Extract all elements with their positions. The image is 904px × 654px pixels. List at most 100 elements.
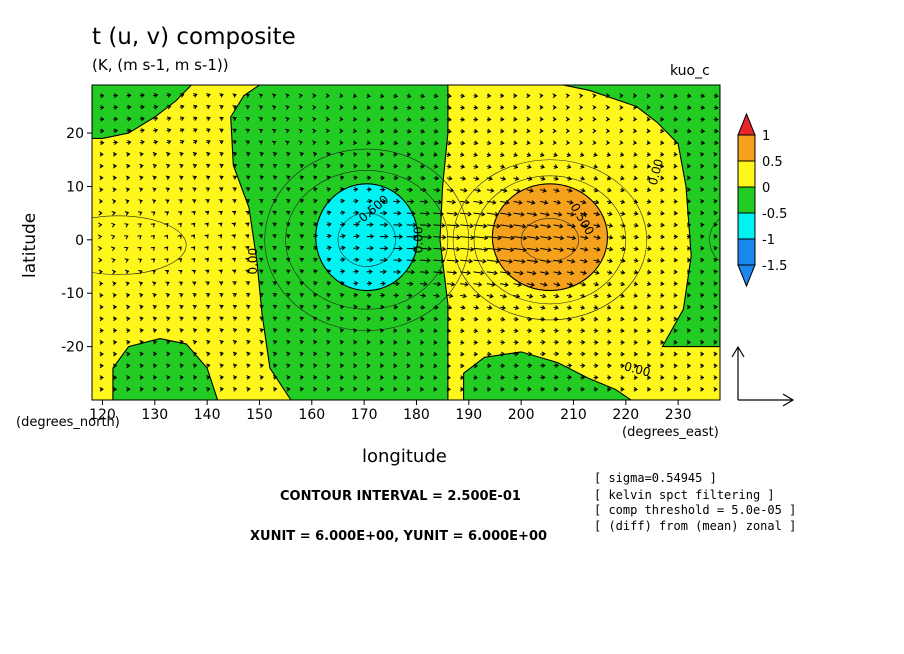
wind-vector-arrow <box>179 104 185 110</box>
shade-green-right <box>562 85 720 348</box>
wind-vector-arrow <box>420 163 425 169</box>
wind-vector-arrow <box>686 151 692 157</box>
wind-vector-arrow <box>286 386 291 392</box>
wind-vector-arrow <box>580 270 588 276</box>
wind-vector-arrow <box>339 351 345 357</box>
wind-vector-arrow <box>99 339 104 345</box>
wind-vector-arrow <box>219 316 224 321</box>
wind-vector-arrow <box>366 187 372 192</box>
wind-vector-arrow <box>285 234 291 239</box>
wind-vector-arrow <box>660 93 665 99</box>
colorbar-label: -1.5 <box>762 259 787 274</box>
wind-vector-arrow <box>139 175 144 181</box>
wind-vector-arrow <box>446 293 454 299</box>
wind-vector-arrow <box>366 339 371 345</box>
wind-vector-arrow <box>460 258 474 264</box>
wind-vector-arrow <box>259 304 264 310</box>
wind-vector-arrow <box>700 363 705 369</box>
wind-vector-arrow <box>99 351 104 357</box>
wind-vector-arrow <box>232 339 238 345</box>
wind-vector-arrow <box>164 234 169 239</box>
wind-vector-arrow <box>353 339 358 345</box>
wind-vector-arrow <box>179 363 184 369</box>
wind-vector-arrow <box>285 128 290 134</box>
wind-vector-arrow <box>633 269 639 275</box>
wind-vector-arrow <box>326 386 331 392</box>
wind-vector-arrow <box>99 386 104 392</box>
wind-vector-arrow <box>125 304 131 310</box>
y-tick-label: -10 <box>61 286 84 302</box>
wind-vector-arrow <box>139 328 144 333</box>
wind-vector-arrow <box>433 340 438 345</box>
wind-vector-arrow <box>219 351 224 357</box>
wind-vector-arrow <box>646 281 652 287</box>
x-tick-label: 200 <box>508 407 535 423</box>
wind-vector-arrow <box>380 187 386 193</box>
wind-vector-arrow <box>660 105 665 110</box>
wind-vector-arrow <box>380 316 385 322</box>
wind-vector-arrow <box>285 246 291 251</box>
wind-vector-arrow <box>526 386 532 392</box>
wind-vector-arrow <box>660 163 665 169</box>
wind-vector-arrow <box>486 328 492 334</box>
wind-vector-arrow <box>312 105 317 110</box>
wind-vector-arrow <box>150 223 156 228</box>
wind-vector-arrow <box>313 222 318 227</box>
wind-vector-arrow <box>646 234 652 240</box>
wind-vector-arrow <box>673 339 678 345</box>
wind-vector-arrow <box>152 175 157 181</box>
wind-vector-arrow <box>205 281 210 286</box>
wind-vector-arrow <box>713 316 718 322</box>
wind-vector-arrow <box>99 163 104 169</box>
wind-vector-arrow <box>700 386 705 392</box>
chart-subtitle: (K, (m s-1, m s-1)) <box>92 56 229 74</box>
wind-vector-arrow <box>99 281 104 287</box>
wind-vector-arrow <box>393 175 399 181</box>
wind-vector-arrow <box>660 339 665 345</box>
wind-vector-arrow <box>126 339 131 345</box>
wind-vector-arrow <box>713 187 718 192</box>
wind-vector-arrow <box>579 116 584 122</box>
wind-vector-arrow <box>406 246 418 252</box>
wind-vector-arrow <box>660 234 665 240</box>
contour-line-warm <box>452 159 648 321</box>
wind-vector-arrow <box>513 104 518 110</box>
wind-vector-arrow <box>713 386 718 392</box>
wind-vector-arrow <box>513 164 519 169</box>
wind-vector-arrow <box>578 105 584 110</box>
wind-vector-arrow <box>353 269 359 274</box>
wind-vector-arrow <box>178 270 183 274</box>
wind-vector-arrow <box>592 116 597 122</box>
wind-vector-arrow <box>673 375 678 381</box>
note-filtering: [ kelvin spct filtering ] <box>594 488 775 502</box>
wind-vector-arrow <box>231 234 236 239</box>
wind-vector-arrow <box>633 187 639 193</box>
wind-vector-arrow <box>513 152 518 157</box>
wind-vector-arrow <box>419 375 425 381</box>
wind-vector-arrow <box>446 281 456 287</box>
wind-vector-arrow <box>486 305 493 310</box>
wind-vector-arrow <box>380 281 386 287</box>
wind-vector-arrow <box>646 304 652 310</box>
wind-vector-arrow <box>633 281 639 287</box>
wind-vector-arrow <box>232 328 238 333</box>
wind-vector-arrow <box>299 198 305 204</box>
wind-vector-arrow <box>124 269 130 275</box>
wind-vector-arrow <box>700 316 705 322</box>
wind-vector-arrow <box>179 339 184 345</box>
wind-vector-arrow <box>340 257 346 263</box>
wind-vector-arrow <box>473 211 486 217</box>
wind-vector-arrow <box>460 235 475 241</box>
wind-vector-arrow <box>139 163 144 169</box>
wind-vector-arrow <box>353 351 358 357</box>
wind-vector-arrow <box>713 292 718 298</box>
wind-vector-arrow <box>166 128 172 133</box>
wind-vector-arrow <box>366 351 371 357</box>
wind-vector-arrow <box>593 235 601 240</box>
wind-vector-arrow <box>540 316 546 322</box>
wind-vector-arrow <box>446 105 452 111</box>
wind-vector-arrow <box>446 140 452 146</box>
wind-vector-arrow <box>179 128 185 133</box>
wind-vector-arrow <box>206 104 211 110</box>
wind-vector-arrow <box>192 304 198 310</box>
